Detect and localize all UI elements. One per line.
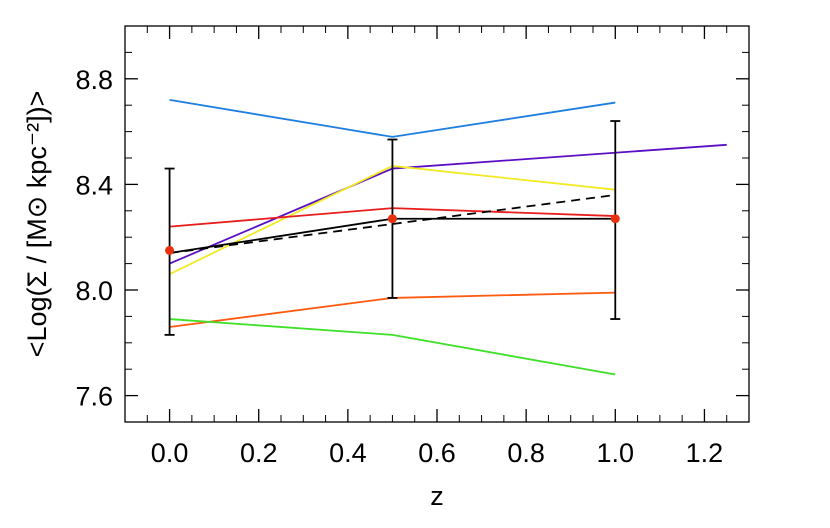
series-layer bbox=[169, 99, 727, 376]
errorbar-layer bbox=[164, 120, 621, 336]
x-tick-label: 0.6 bbox=[418, 438, 456, 468]
y-tick-label: 7.6 bbox=[75, 382, 113, 412]
series-line-1 bbox=[169, 143, 727, 265]
plot-frame bbox=[124, 25, 750, 423]
x-tick-label: 0.2 bbox=[240, 438, 278, 468]
data-point bbox=[387, 214, 397, 224]
x-tick-label: 0.4 bbox=[329, 438, 367, 468]
y-tick-label: 8.0 bbox=[75, 276, 113, 306]
series-line-7 bbox=[169, 318, 616, 376]
y-tick-label: 8.8 bbox=[75, 65, 113, 95]
x-axis-label: z bbox=[430, 481, 444, 511]
labels-layer: 0.0 0.2 0.4 0.6 0.8 1.0 1.2 7.6 8.0 8.4 8.8 bbox=[75, 65, 723, 468]
data-point bbox=[610, 214, 620, 224]
x-tick-label: 1.2 bbox=[686, 438, 724, 468]
x-tick-label: 1.0 bbox=[597, 438, 635, 468]
y-tick-label: 8.4 bbox=[75, 170, 113, 200]
data-point bbox=[165, 245, 175, 255]
x-tick-label: 0.0 bbox=[151, 438, 189, 468]
x-tick-label: 0.8 bbox=[507, 438, 545, 468]
points-layer bbox=[165, 214, 620, 255]
y-axis-label: <Log(Σ / [M⊙ kpc⁻²])> bbox=[22, 91, 52, 358]
ticks-layer bbox=[125, 26, 749, 422]
series-line-0 bbox=[169, 99, 616, 138]
